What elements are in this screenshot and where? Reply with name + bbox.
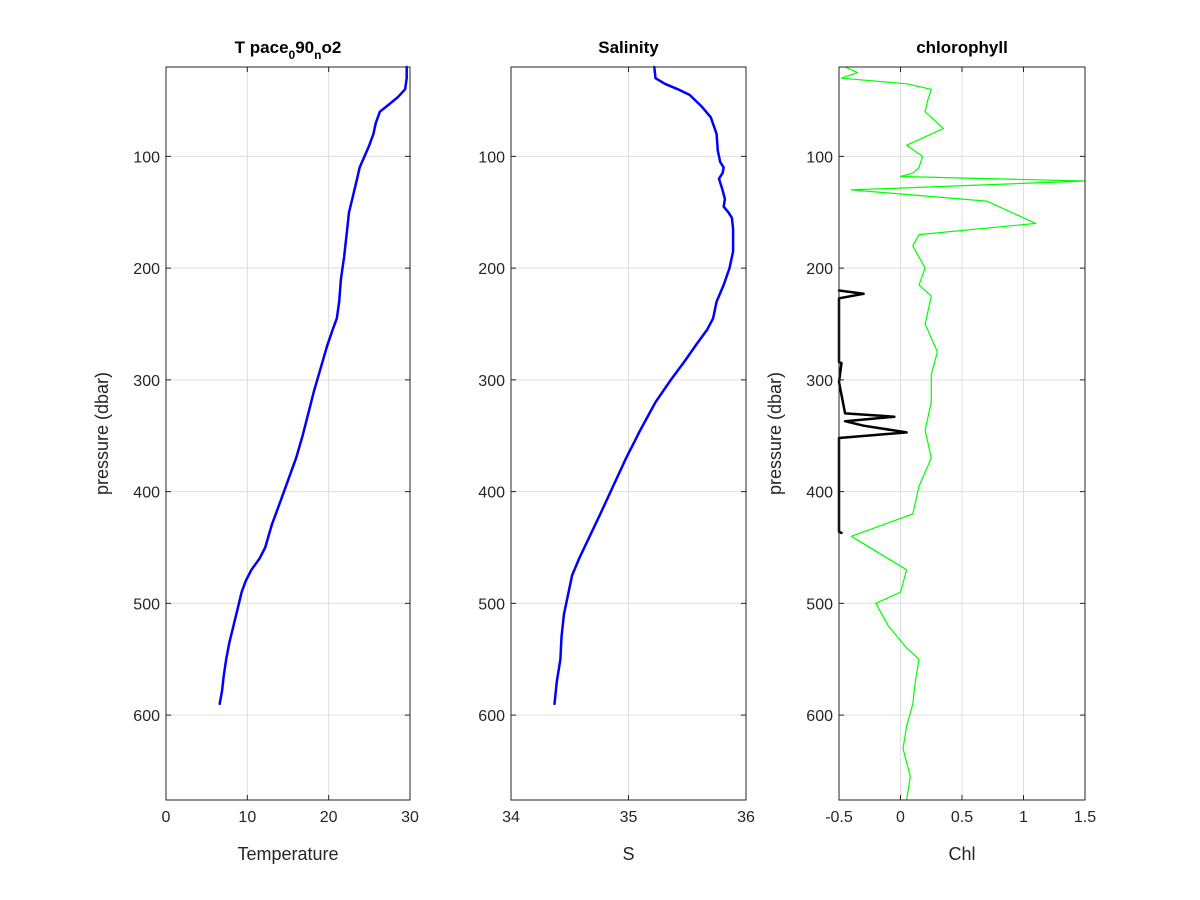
temperature-title: T pace090no2 — [235, 38, 342, 62]
salinity-title: Salinity — [598, 38, 659, 57]
y-tick-label: 100 — [806, 149, 833, 166]
x-tick-label: 30 — [401, 809, 419, 826]
y-tick-label: 300 — [133, 373, 160, 390]
y-tick-label: 200 — [478, 261, 505, 278]
temperature-x-axis-label: Temperature — [237, 844, 338, 864]
temperature-axes-frame — [165, 66, 411, 801]
title-subscript: 0 — [289, 48, 296, 62]
x-tick-label: 36 — [737, 809, 755, 826]
y-tick-label: 100 — [133, 149, 160, 166]
chlorophyll-panel: -0.5 0 0.5 1 1.5 100 200 300 400 500 600 chlorophy… — [765, 38, 1096, 864]
y-tick-label: 200 — [133, 261, 160, 278]
y-tick-label: 600 — [133, 708, 160, 725]
x-tick-label: -0.5 — [825, 809, 853, 826]
y-tick-label: 200 — [806, 261, 833, 278]
y-tick-label: 300 — [806, 373, 833, 390]
salinity-panel: 34 35 36 100 200 300 400 500 600 Salinity S — [478, 38, 755, 864]
x-tick-label: 10 — [238, 809, 256, 826]
temperature-series — [218, 65, 408, 706]
y-tick-label: 500 — [478, 596, 505, 613]
chlorophyll-grid — [839, 67, 1085, 800]
title-part: T pace — [235, 38, 289, 57]
salinity-series — [553, 65, 735, 706]
x-tick-label: 20 — [320, 809, 338, 826]
y-tick-label: 100 — [478, 149, 505, 166]
salinity-series-line-1 — [553, 65, 735, 706]
x-tick-label: 34 — [502, 809, 520, 826]
temperature-ticks: 0 10 20 30 100 200 300 400 500 600 — [133, 67, 419, 826]
y-tick-label: 400 — [806, 485, 833, 502]
salinity-grid — [511, 67, 746, 800]
salinity-x-axis-label: S — [622, 844, 634, 864]
chlorophyll-x-axis-label: Chl — [948, 844, 975, 864]
x-tick-label: 0.5 — [951, 809, 973, 826]
y-tick-label: 500 — [806, 596, 833, 613]
x-tick-label: 1.5 — [1074, 809, 1096, 826]
chlorophyll-series-line-0 — [840, 66, 1086, 801]
y-tick-label: 400 — [133, 485, 160, 502]
y-tick-label: 600 — [806, 708, 833, 725]
title-part: 90 — [295, 38, 314, 57]
title-part: o2 — [321, 38, 341, 57]
temperature-series-line-0 — [218, 65, 408, 706]
y-tick-label: 300 — [478, 373, 505, 390]
x-tick-label: 0 — [162, 809, 171, 826]
temperature-grid — [166, 67, 410, 800]
temperature-y-axis-label: pressure (dbar) — [92, 372, 112, 495]
title-subscript: n — [314, 48, 321, 62]
chlorophyll-y-axis-label: pressure (dbar) — [765, 372, 785, 495]
y-tick-label: 600 — [478, 708, 505, 725]
y-tick-label: 500 — [133, 596, 160, 613]
chlorophyll-ticks: -0.5 0 0.5 1 1.5 100 200 300 400 500 600 — [806, 67, 1096, 826]
salinity-ticks: 34 35 36 100 200 300 400 500 600 — [478, 67, 755, 826]
y-tick-label: 400 — [478, 485, 505, 502]
x-tick-label: 1 — [1019, 809, 1028, 826]
chlorophyll-title: chlorophyll — [916, 38, 1008, 57]
x-tick-label: 35 — [620, 809, 638, 826]
x-tick-label: 0 — [896, 809, 905, 826]
